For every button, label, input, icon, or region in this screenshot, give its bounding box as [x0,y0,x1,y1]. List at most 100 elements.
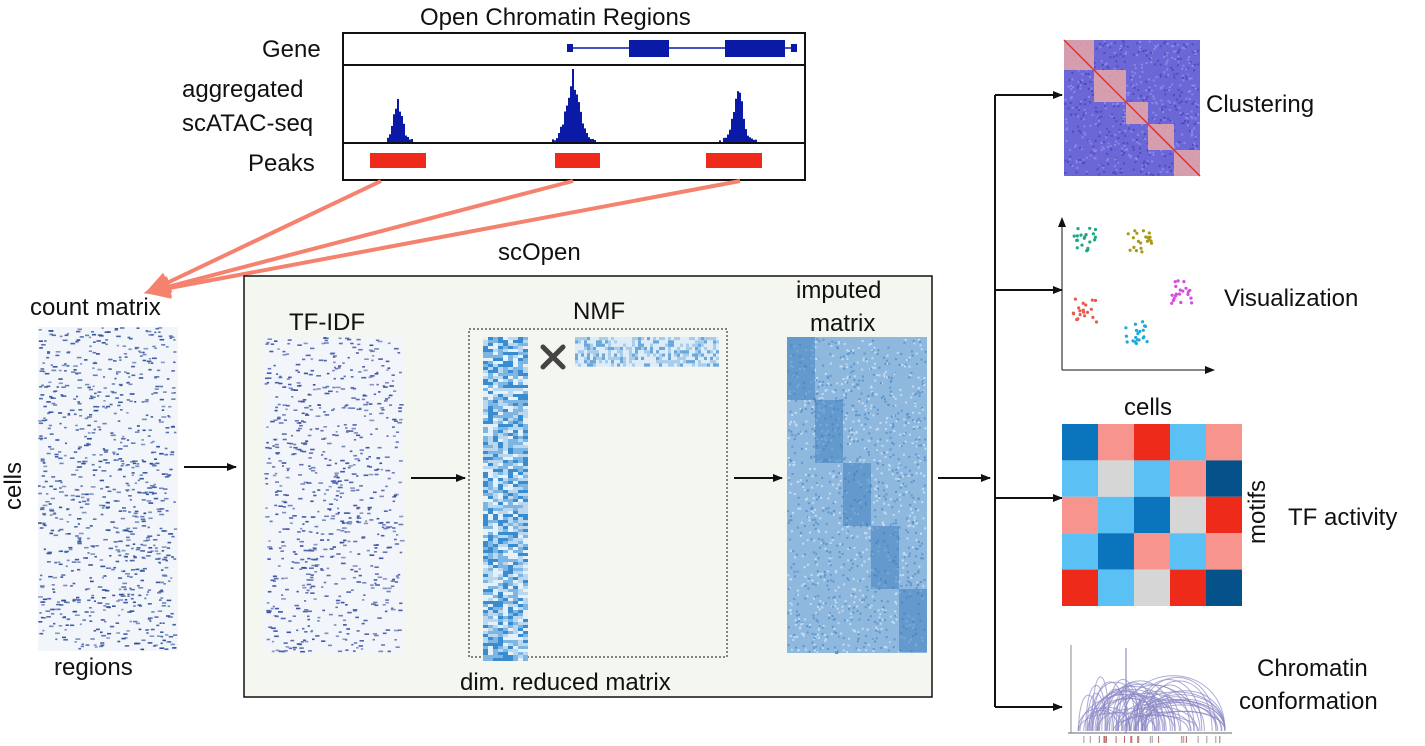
matrix-dot [90,395,93,397]
h-cell [578,340,581,344]
w-cell [523,604,528,607]
matrix-dot [104,407,108,409]
w-cell [518,418,523,421]
matrix-dot [120,465,124,467]
imputed-dot [903,556,906,559]
w-cell [503,547,508,550]
imputed-dot [910,396,913,399]
imputed-dot [793,598,796,600]
w-cell [523,415,528,418]
matrix-dot [50,364,53,366]
matrix-dot [97,602,103,604]
matrix-dot [376,371,379,374]
imputed-dot [921,391,924,393]
matrix-dot [158,335,163,338]
imputed-dot [814,474,817,477]
w-cell [508,535,513,538]
imputed-dot [853,433,855,436]
imputed-dot [827,596,830,599]
imputed-dot [912,496,915,499]
matrix-dot [55,632,60,635]
imputed-dot [917,444,920,447]
imputed-dot [878,366,881,369]
w-cell [493,475,498,478]
matrix-dot [40,506,45,509]
matrix-dot [44,437,47,439]
matrix-dot [347,407,351,409]
imputed-dot [794,619,797,622]
matrix-dot [292,615,296,617]
imputed-dot [873,346,876,349]
w-cell [508,346,513,349]
imputed-dot [861,627,864,630]
matrix-dot [394,347,399,350]
matrix-dot [122,435,125,438]
matrix-dot [64,442,68,445]
cluster-noise [1186,117,1189,120]
h-cell [671,346,674,351]
w-cell [503,463,508,466]
matrix-dot [125,482,129,485]
imputed-dot [923,384,926,387]
w-cell [503,364,508,367]
matrix-dot [351,427,356,430]
matrix-dot [43,417,46,419]
h-cell [692,343,695,347]
imputed-dot [889,456,892,458]
matrix-dot [356,408,362,411]
w-cell [498,559,503,562]
imputed-dot [794,434,797,437]
matrix-dot [91,463,95,466]
matrix-dot [324,392,330,395]
matrix-dot [343,539,346,542]
cluster-noise [1159,75,1162,78]
w-cell [483,466,488,469]
matrix-dot [281,598,286,600]
matrix-dot [328,644,332,647]
matrix-dot [113,412,117,415]
imputed-dot [853,589,856,592]
matrix-dot [337,480,342,482]
h-cell [674,346,677,351]
imputed-dot [907,358,910,361]
w-cell [523,649,528,652]
imputed-dot [813,539,816,542]
cluster-noise [1102,44,1105,47]
w-cell [503,505,508,508]
matrix-dot [158,419,161,421]
matrix-dot [166,378,170,380]
matrix-dot [141,556,145,559]
w-cell [518,466,523,469]
imputed-dot [815,552,818,555]
h-cell [620,356,623,361]
w-cell [488,505,493,508]
w-cell [493,526,498,529]
imputed-dot [821,572,824,575]
h-cell [593,340,596,344]
matrix-dot [344,479,349,482]
matrix-dot [132,515,137,517]
cluster-noise [1186,42,1189,45]
cluster-noise [1135,83,1138,86]
matrix-dot [50,529,55,532]
matrix-dot [297,448,302,451]
w-cell [498,598,503,601]
matrix-dot [143,540,149,542]
matrix-dot [170,451,175,453]
matrix-dot [50,608,55,611]
w-cell [498,382,503,385]
h-cell [587,343,590,347]
w-cell [513,475,518,478]
cluster-noise [1073,91,1076,93]
matrix-dot [276,417,281,420]
w-cell [488,511,493,514]
w-cell [513,349,518,352]
imputed-dot [807,516,810,519]
matrix-dot [61,386,66,388]
matrix-dot [346,591,352,593]
w-cell [508,358,513,361]
h-cell [674,343,677,347]
matrix-dot [290,389,296,391]
w-cell [488,364,493,367]
imputed-dot [922,585,925,588]
